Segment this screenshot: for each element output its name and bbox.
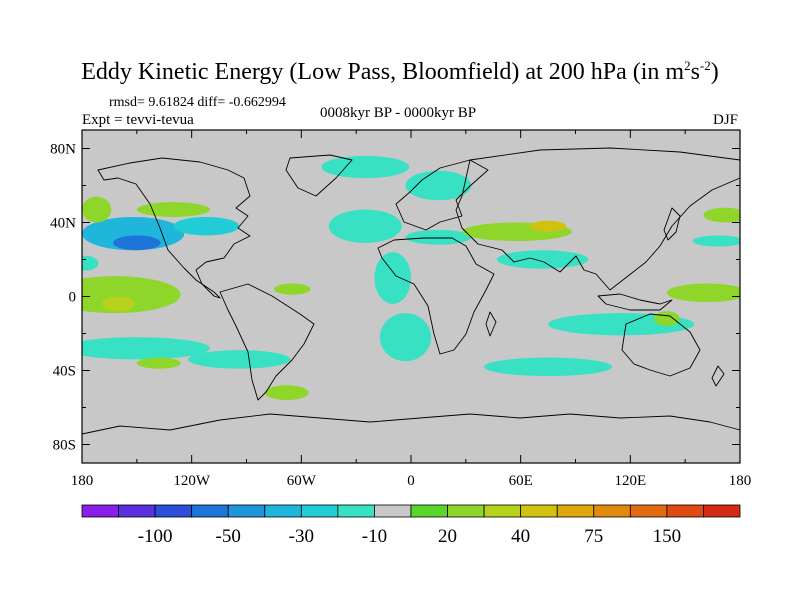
anomaly-region-9 <box>82 196 112 223</box>
anomaly-region-24 <box>666 283 740 303</box>
colorbar-swatch-1 <box>118 504 156 518</box>
anomaly-region-12 <box>264 385 309 401</box>
x-tick-label-2: 60W <box>287 473 317 489</box>
colorbar-swatch-6 <box>300 504 339 518</box>
colorbar-swatch-12 <box>520 504 558 518</box>
x-tick-label-5: 120E <box>614 473 646 489</box>
period-label: 0008kyr BP - 0000kyr BP <box>320 105 477 121</box>
x-tick-label-1: 120W <box>173 473 211 489</box>
colorbar-swatch-5 <box>264 504 302 518</box>
colorbar-label-6: 75 <box>584 526 603 547</box>
title-sup-2: -2 <box>699 58 711 73</box>
colorbar-label-5: 40 <box>511 526 530 547</box>
anomaly-region-22 <box>484 357 613 377</box>
colorbar-swatch-10 <box>447 504 485 518</box>
anomaly-region-8 <box>136 202 210 217</box>
colorbar-swatch-3 <box>191 504 229 518</box>
y-tick-label-0: 80N <box>50 142 76 158</box>
x-tick-label-3: 0 <box>407 473 415 489</box>
colorbar-swatch-4 <box>227 504 266 518</box>
stats-label: rmsd= 9.61824 diff= -0.662994 <box>109 95 286 110</box>
x-axis-ticks: 180 120W 60W 0 60E 120E 180 <box>71 130 752 489</box>
colorbar-label-7: 150 <box>653 526 682 547</box>
anomaly-region-7 <box>188 350 291 369</box>
title-suffix: ) <box>710 59 719 85</box>
colorbar-swatch-2 <box>154 504 193 518</box>
y-tick-label-2: 0 <box>69 290 77 306</box>
anomaly-region-16 <box>374 252 411 304</box>
experiment-label: Expt = tevvi-tevua <box>82 112 194 128</box>
anomaly-region-21 <box>496 250 589 269</box>
colorbar-swatch-7 <box>337 504 375 518</box>
season-label: DJF <box>713 112 739 128</box>
anomaly-region-6 <box>136 357 181 369</box>
anomaly-region-1 <box>113 235 161 251</box>
anomaly-region-5 <box>82 337 210 360</box>
anomaly-region-15 <box>328 209 402 243</box>
title-prefix: Eddy Kinetic Energy (Low Pass, Bloomfiel… <box>81 59 685 85</box>
y-tick-label-3: 40S <box>53 364 76 380</box>
x-tick-label-0: 180 <box>71 473 94 489</box>
colorbar-swatch-17 <box>703 504 741 518</box>
anomaly-region-2 <box>173 216 240 236</box>
anomaly-region-26 <box>703 207 740 223</box>
anomaly-region-25 <box>692 235 740 247</box>
anomaly-region-17 <box>379 313 432 362</box>
colorbar-swatch-11 <box>483 504 522 518</box>
colorbar-label-3: -10 <box>362 526 387 547</box>
anomaly-region-13 <box>321 155 410 179</box>
title-unit-s: s <box>690 59 700 85</box>
anomaly-region-4 <box>102 296 136 312</box>
colorbar-swatch-16 <box>666 504 704 518</box>
title-sup-1: 2 <box>684 58 691 73</box>
colorbar-label-1: -50 <box>216 526 241 547</box>
anomaly-region-20 <box>529 220 567 232</box>
anomaly-layer <box>82 130 740 463</box>
colorbar-swatch-9 <box>410 504 448 518</box>
colorbar-swatch-15 <box>629 504 668 518</box>
colorbar-swatch-13 <box>556 504 595 518</box>
y-tick-label-4: 80S <box>53 438 76 454</box>
anomaly-region-27 <box>654 311 680 327</box>
x-tick-label-6: 180 <box>729 473 752 489</box>
coastlines <box>81 147 741 435</box>
x-tick-label-4: 60E <box>509 473 533 489</box>
colorbar-swatch-0 <box>81 504 119 518</box>
anomaly-region-14 <box>405 170 472 201</box>
y-axis-ticks: 80N 40N 0 40S 80S <box>50 142 740 454</box>
colorbar-swatch-8 <box>374 504 412 518</box>
chart-title: Eddy Kinetic Energy (Low Pass, Bloomfiel… <box>0 58 800 86</box>
anomaly-region-10 <box>82 255 99 271</box>
anomaly-region-11 <box>273 283 311 295</box>
colorbar: -100 -50 -30 -10 20 40 75 150 <box>81 504 741 547</box>
colorbar-label-2: -30 <box>289 526 314 547</box>
colorbar-label-0: -100 <box>138 526 173 547</box>
anomaly-region-18 <box>405 229 472 245</box>
y-tick-label-1: 40N <box>50 216 76 232</box>
colorbar-label-4: 20 <box>438 526 457 547</box>
colorbar-swatch-14 <box>593 504 631 518</box>
